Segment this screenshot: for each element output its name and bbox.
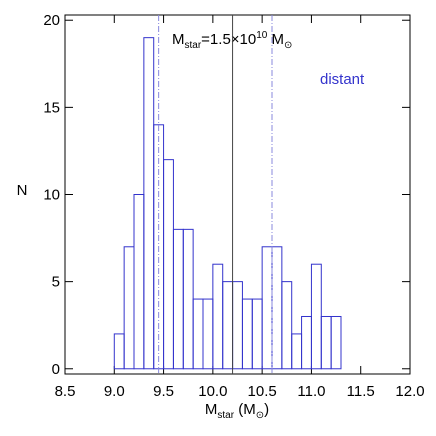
bar [113, 333, 125, 370]
x-tick-label: 11.0 [297, 383, 325, 400]
bar [222, 281, 234, 370]
x-label-part: (M [234, 401, 256, 418]
annotation-part: M [172, 31, 185, 48]
annotation-part: ⊙ [284, 40, 292, 51]
bar [241, 298, 253, 370]
annotation-part: =1.5×10 [201, 31, 256, 48]
y-axis-label: N [17, 182, 28, 199]
bar [330, 315, 342, 370]
bar [271, 246, 283, 370]
annotation-part: star [185, 40, 202, 51]
bar [301, 315, 312, 370]
bar [310, 263, 322, 370]
annotation-part: 10 [256, 30, 268, 41]
y-tick-label: 0 [52, 361, 60, 378]
bar [281, 281, 293, 370]
x-tick-label: 12.0 [395, 383, 424, 400]
bar [212, 263, 224, 370]
x-label-part: ⊙ [256, 410, 264, 421]
bar [172, 228, 184, 370]
plot-frame [64, 14, 411, 375]
legend-text: distant [320, 71, 365, 88]
x-label-part: ) [264, 401, 269, 418]
x-label-part: M [205, 401, 218, 418]
bar [202, 298, 214, 370]
y-tick-label: 15 [43, 99, 60, 116]
bar [320, 315, 332, 370]
annotation-part: M [267, 31, 284, 48]
x-tick-label: 8.5 [55, 383, 76, 400]
x-tick-label: 9.0 [104, 383, 125, 400]
x-tick-label: 10.5 [248, 383, 277, 400]
bar [232, 281, 243, 370]
bar [143, 37, 155, 370]
y-tick-label: 20 [43, 12, 60, 29]
bar [291, 333, 303, 370]
x-axis-label: Mstar (M⊙) [205, 401, 269, 421]
bar [123, 246, 135, 370]
bar [182, 228, 194, 370]
annotation: Mstar=1.5×1010 M⊙ [172, 30, 292, 51]
x-tick-label: 9.5 [153, 383, 174, 400]
y-tick-label: 10 [43, 187, 60, 204]
bar [192, 298, 204, 370]
bar [163, 159, 174, 370]
x-tick-label: 10.0 [198, 383, 227, 400]
bar [261, 246, 273, 370]
x-tick-label: 11.5 [347, 383, 375, 400]
y-tick-label: 5 [52, 274, 60, 291]
bar [251, 298, 263, 370]
x-label-part: star [217, 410, 234, 421]
bar [133, 194, 145, 370]
